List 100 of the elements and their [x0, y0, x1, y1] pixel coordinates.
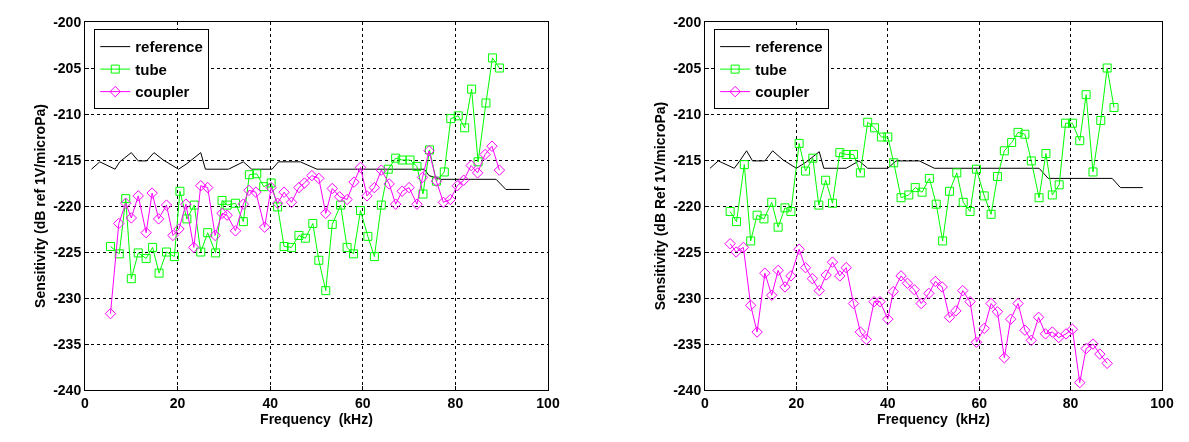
- point: [451, 180, 463, 192]
- legend-label: reference: [755, 38, 823, 56]
- point: [1080, 342, 1092, 355]
- point: [799, 261, 812, 274]
- point: [300, 233, 310, 243]
- point: [133, 248, 143, 258]
- point: [148, 242, 158, 252]
- point: [957, 284, 969, 297]
- point: [266, 178, 276, 188]
- point: [896, 193, 906, 203]
- x-tick-label: 20: [169, 394, 186, 411]
- point: [389, 198, 402, 210]
- point: [1088, 167, 1098, 177]
- point: [876, 132, 886, 142]
- point: [439, 167, 449, 177]
- y-axis-title: Sensitivity (dB ref 1V/microPa): [31, 104, 48, 308]
- point: [493, 164, 506, 176]
- point: [342, 242, 352, 252]
- point: [1026, 156, 1036, 166]
- x-axis-title: Frequency (kHz): [877, 411, 990, 428]
- point: [1094, 348, 1106, 360]
- point: [120, 197, 132, 209]
- point: [745, 299, 757, 312]
- point: [1109, 103, 1119, 113]
- y-tick-label: -215: [53, 151, 82, 168]
- point: [175, 186, 185, 196]
- point: [152, 213, 165, 225]
- point: [849, 149, 859, 159]
- point: [732, 217, 742, 227]
- point: [368, 181, 381, 194]
- point: [244, 170, 254, 180]
- point: [766, 289, 778, 301]
- y-tick-label: -205: [673, 59, 702, 76]
- point: [412, 161, 422, 171]
- point: [326, 182, 338, 195]
- point: [125, 212, 137, 224]
- point: [481, 98, 491, 108]
- point: [917, 187, 927, 197]
- point: [985, 297, 997, 310]
- point: [882, 313, 894, 325]
- point: [870, 123, 880, 133]
- y-tick-label: -220: [53, 197, 82, 214]
- point: [874, 295, 886, 308]
- point: [141, 253, 151, 263]
- point: [487, 53, 497, 63]
- point: [349, 249, 359, 259]
- point: [327, 219, 337, 229]
- point: [724, 238, 736, 250]
- point: [1102, 63, 1112, 73]
- point: [759, 214, 769, 224]
- point: [411, 198, 423, 210]
- point: [308, 218, 318, 228]
- point: [211, 248, 221, 258]
- y-tick-label: -235: [53, 335, 82, 352]
- point: [173, 223, 185, 235]
- point: [105, 241, 115, 251]
- point: [203, 228, 213, 238]
- point: [813, 284, 825, 297]
- point: [180, 198, 192, 210]
- point: [979, 191, 989, 201]
- y-tick-label: -225: [53, 243, 82, 260]
- point: [835, 148, 845, 158]
- point: [146, 187, 158, 199]
- point: [1025, 334, 1037, 347]
- point: [1020, 129, 1030, 139]
- point: [293, 181, 305, 194]
- point: [883, 132, 893, 142]
- point: [999, 146, 1009, 156]
- point: [113, 217, 125, 230]
- point: [221, 209, 233, 221]
- point: [826, 256, 839, 268]
- y-tick-label: -220: [673, 197, 702, 214]
- point: [1087, 338, 1099, 350]
- x-tick-label: 100: [1150, 394, 1174, 411]
- point: [908, 284, 921, 296]
- point: [314, 255, 324, 265]
- y-tick-label: -235: [673, 335, 702, 352]
- point: [363, 231, 373, 241]
- y-tick-label: -200: [53, 13, 82, 30]
- point: [287, 242, 296, 252]
- point: [369, 252, 379, 262]
- x-tick-label: 80: [447, 394, 464, 411]
- point: [453, 111, 463, 121]
- point: [397, 155, 407, 165]
- point: [752, 210, 762, 220]
- y-tick-label: -215: [673, 151, 702, 168]
- x-tick-label: 20: [788, 394, 805, 411]
- point: [494, 63, 504, 73]
- point: [467, 84, 477, 94]
- point: [945, 186, 954, 196]
- point: [971, 164, 981, 174]
- point: [1034, 193, 1044, 203]
- point: [216, 207, 228, 220]
- point: [306, 169, 318, 182]
- point: [793, 243, 805, 255]
- point: [915, 297, 927, 310]
- point: [998, 352, 1011, 364]
- point: [182, 214, 192, 224]
- point: [258, 221, 271, 233]
- point: [1061, 118, 1071, 128]
